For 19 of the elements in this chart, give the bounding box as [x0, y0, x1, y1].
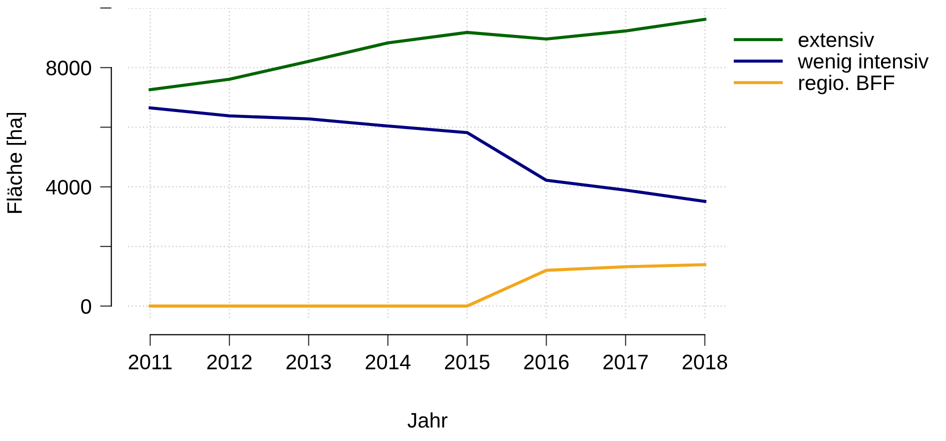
x-tick-label: 2012	[207, 354, 252, 370]
x-tick-label: 2014	[366, 354, 410, 370]
y-tick-label: 4000	[46, 180, 92, 195]
legend-label: wenig intensiv	[798, 53, 929, 73]
y-axis-title: Fläche [ha]	[6, 112, 26, 213]
x-tick-label: 2017	[603, 354, 648, 370]
legend-label: extensiv	[798, 32, 874, 48]
line-series	[148, 263, 706, 308]
line-series	[148, 106, 706, 203]
x-tick-label: 2015	[444, 354, 490, 370]
line-series	[148, 18, 706, 92]
x-tick-label: 2013	[286, 354, 331, 370]
x-tick-label: 2011	[128, 354, 172, 370]
x-tick-label: 2016	[524, 354, 569, 370]
legend-label: regio. BFF	[799, 74, 894, 94]
y-tick-label: 8000	[46, 60, 92, 76]
y-tick-label: 0	[81, 299, 92, 314]
x-axis-title: Jahr	[408, 412, 448, 428]
x-tick-label: 2018	[682, 354, 728, 370]
